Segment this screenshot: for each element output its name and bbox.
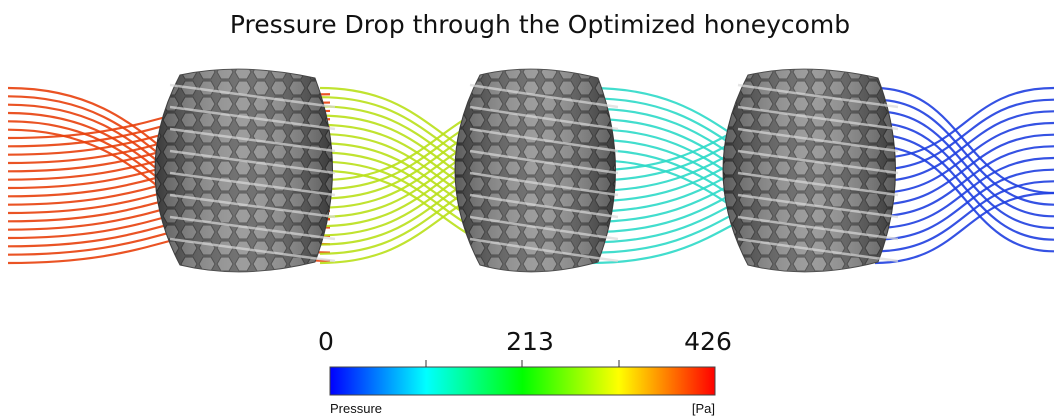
vane <box>737 83 899 109</box>
vane <box>469 237 619 263</box>
vane <box>169 105 336 131</box>
flow-scene <box>7 68 1054 273</box>
colorbar-label: 426 <box>684 327 732 356</box>
title: Pressure Drop through the Optimized hone… <box>230 10 850 39</box>
colorbar-unit: [Pa] <box>692 401 715 416</box>
streamline <box>874 121 1054 195</box>
colorbar-ticks <box>425 360 620 367</box>
streamline <box>874 86 1054 195</box>
streamline <box>874 145 1054 218</box>
vane <box>737 127 899 153</box>
streamline <box>874 86 1054 160</box>
vane <box>169 237 336 263</box>
streamline <box>874 145 1054 253</box>
colorbar-quantity: Pressure <box>330 401 382 416</box>
vane <box>169 215 336 241</box>
vane <box>169 149 336 175</box>
vane <box>469 83 619 109</box>
streamline <box>874 168 1054 241</box>
streamline <box>874 133 1054 206</box>
streamline <box>874 191 1054 265</box>
colorbar-label: 0 <box>318 327 334 356</box>
vane <box>469 105 619 131</box>
colorbar <box>329 366 716 396</box>
vane <box>169 171 336 197</box>
streamline <box>874 110 1054 218</box>
vane <box>469 127 619 153</box>
vane <box>737 237 899 263</box>
vane <box>737 215 899 241</box>
vane <box>469 193 619 219</box>
streamline <box>874 133 1054 241</box>
vane <box>737 105 899 131</box>
vane <box>737 193 899 219</box>
streamline <box>874 180 1054 253</box>
vane <box>169 193 336 219</box>
streamline <box>874 156 1054 230</box>
vane <box>169 83 336 109</box>
streamline <box>874 121 1054 230</box>
vane <box>469 149 619 175</box>
vane <box>169 127 336 153</box>
streamline <box>874 98 1054 206</box>
vane <box>469 171 619 197</box>
vane <box>737 149 899 175</box>
streamline <box>874 110 1054 183</box>
vane <box>737 171 899 197</box>
streamline <box>874 98 1054 171</box>
vane <box>469 215 619 241</box>
colorbar-label: 213 <box>506 327 554 356</box>
